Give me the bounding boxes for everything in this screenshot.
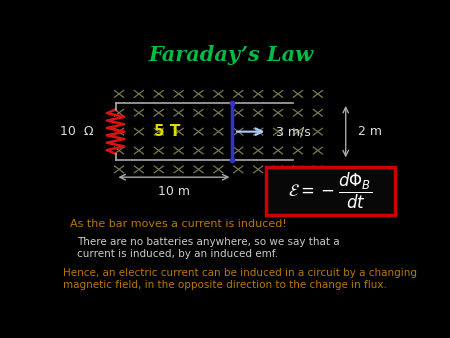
Bar <box>266 167 395 215</box>
Text: Hence, an electric current can be induced in a circuit by a changing: Hence, an electric current can be induce… <box>63 268 417 279</box>
Text: 10 m: 10 m <box>158 185 190 198</box>
Text: 2 m: 2 m <box>358 125 382 138</box>
Text: 5 T: 5 T <box>154 124 180 139</box>
Text: magnetic field, in the opposite direction to the change in flux.: magnetic field, in the opposite directio… <box>63 280 387 290</box>
Text: As the bar moves a current is induced!: As the bar moves a current is induced! <box>70 219 287 229</box>
Text: current is induced, by an induced emf.: current is induced, by an induced emf. <box>77 249 278 259</box>
Text: 3 m/s: 3 m/s <box>276 125 311 138</box>
Text: $\mathcal{E} = -\dfrac{d\Phi_B}{dt}$: $\mathcal{E} = -\dfrac{d\Phi_B}{dt}$ <box>288 171 372 211</box>
Text: Faraday’s Law: Faraday’s Law <box>148 45 313 65</box>
Text: 10  Ω: 10 Ω <box>60 125 94 138</box>
Text: There are no batteries anywhere, so we say that a: There are no batteries anywhere, so we s… <box>77 237 340 247</box>
